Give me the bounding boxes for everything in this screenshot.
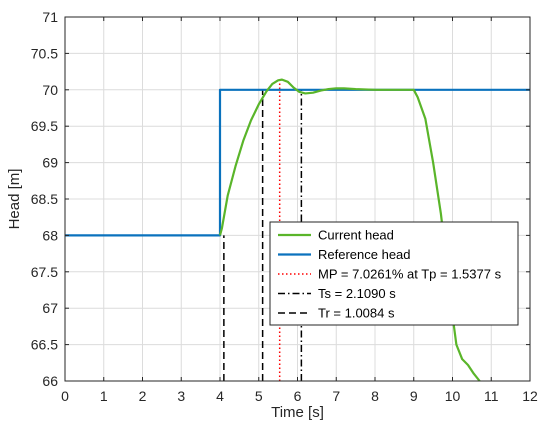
legend-label-2: MP = 7.0261% at Tp = 1.5377 s <box>318 267 502 282</box>
legend: Current head Reference head MP = 7.0261% a… <box>269 221 519 326</box>
y-tick-label: 66 <box>42 373 58 389</box>
x-tick-labels: 0 1 2 3 4 5 6 7 8 9 10 11 12 <box>61 388 538 404</box>
y-tick-label: 68 <box>42 227 58 243</box>
x-tick-label: 12 <box>522 388 538 404</box>
x-tick-label: 2 <box>139 388 147 404</box>
y-tick-label: 70.5 <box>31 45 58 61</box>
x-tick-label: 3 <box>177 388 185 404</box>
legend-label-0: Current head <box>318 228 394 243</box>
y-tick-label: 67.5 <box>31 264 58 280</box>
y-axis-label: Head [m] <box>6 169 23 230</box>
y-tick-label: 71 <box>42 9 58 25</box>
y-tick-labels: 66 66.5 67 67.5 68 68.5 69 69.5 70 70.5 71 <box>31 9 58 389</box>
x-tick-label: 1 <box>100 388 108 404</box>
legend-label-4: Tr = 1.0084 s <box>318 306 395 321</box>
x-tick-label: 10 <box>445 388 461 404</box>
legend-box <box>269 221 519 326</box>
x-axis-label: Time [s] <box>271 404 324 421</box>
y-tick-label: 70 <box>42 82 58 98</box>
y-tick-label: 66.5 <box>31 337 58 353</box>
y-tick-label: 69.5 <box>31 118 58 134</box>
x-tick-label: 9 <box>410 388 418 404</box>
legend-label-1: Reference head <box>318 247 411 262</box>
x-tick-label: 6 <box>294 388 302 404</box>
x-tick-label: 0 <box>61 388 69 404</box>
x-tick-label: 8 <box>371 388 379 404</box>
legend-items: Current head Reference head MP = 7.0261% a… <box>278 228 502 321</box>
y-tick-label: 69 <box>42 155 58 171</box>
legend-label-3: Ts = 2.1090 s <box>318 286 396 301</box>
y-tick-label: 68.5 <box>31 191 58 207</box>
x-tick-label: 5 <box>255 388 263 404</box>
x-tick-label: 7 <box>332 388 340 404</box>
y-tick-label: 67 <box>42 300 58 316</box>
x-tick-label: 11 <box>484 388 499 404</box>
ticks <box>64 16 531 382</box>
x-tick-label: 4 <box>216 388 224 404</box>
